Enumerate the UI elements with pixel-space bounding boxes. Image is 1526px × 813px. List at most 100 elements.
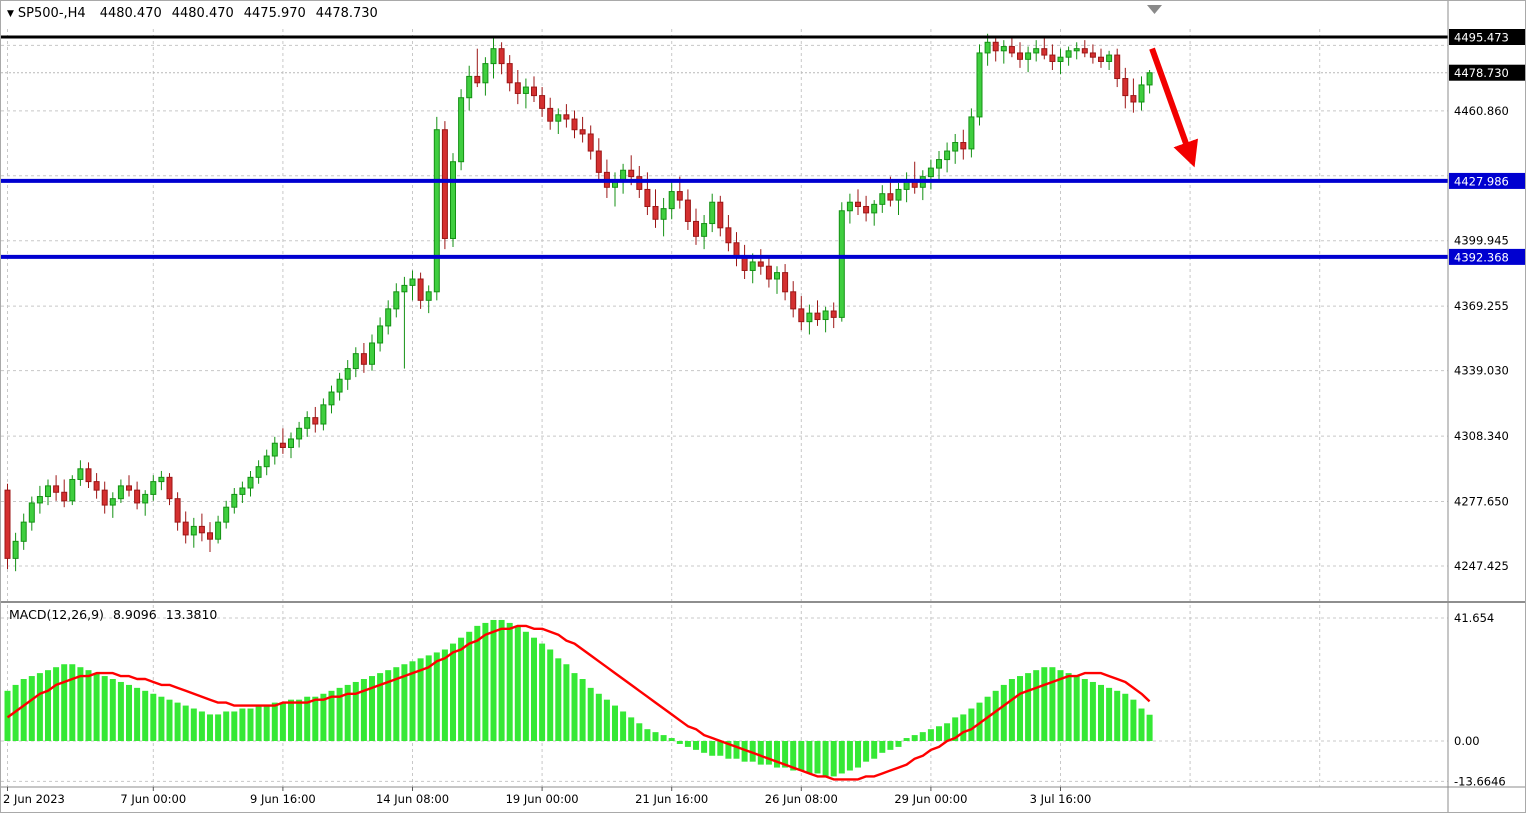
macd-bar [458, 637, 465, 741]
candle-body [863, 205, 870, 214]
macd-bar [1017, 676, 1023, 741]
price-axis[interactable]: 4495.473 4478.730 4460.860 4427.986 4399.945… [1449, 29, 1526, 788]
candle-body [1138, 84, 1145, 103]
macd-axis-label: 0.00 [1454, 734, 1480, 748]
price-badge-label: 4427.986 [1454, 174, 1509, 188]
right-shift-marker-icon[interactable] [1147, 5, 1162, 14]
time-axis[interactable]: 2 Jun 2023 7 Jun 00:00 9 Jun 16:00 14 Jun 0… [3, 787, 1091, 806]
candle [830, 302, 837, 329]
time-axis-label: 7 Jun 00:00 [120, 792, 186, 806]
macd-bar [846, 741, 853, 771]
candle [85, 462, 92, 489]
candle [531, 76, 537, 102]
candle [717, 195, 724, 237]
candle-body [563, 114, 570, 120]
candle-body [296, 427, 303, 440]
macd-bar [53, 667, 60, 741]
candle-body [927, 167, 934, 178]
candle [344, 360, 351, 390]
candle-body [182, 521, 189, 536]
macd-bar [450, 643, 456, 741]
candle-body [984, 41, 991, 54]
candle [668, 180, 675, 220]
candle-body [676, 191, 683, 201]
macd-bar [352, 681, 359, 741]
candle-body [85, 468, 92, 483]
macd-bar [733, 741, 740, 759]
candle-body [490, 48, 497, 65]
price-axis-label: 4369.255 [1454, 299, 1509, 313]
macd-bar [798, 741, 805, 771]
time-axis-label: 26 Jun 08:00 [765, 792, 838, 806]
candle-body [976, 52, 983, 118]
macd-bar [150, 693, 157, 741]
candle-body [757, 261, 764, 267]
macd-bar [693, 741, 699, 750]
macd-bar [895, 741, 902, 747]
macd-bar [863, 741, 870, 762]
macd-bar [69, 664, 76, 741]
candle [231, 488, 238, 514]
candle [1049, 44, 1056, 70]
candle [1041, 38, 1048, 60]
macd-bar [271, 702, 278, 741]
candle-body [61, 491, 68, 502]
price-axis-label: 4460.860 [1454, 104, 1509, 118]
macd-histogram [4, 619, 1153, 777]
time-axis-label: 19 Jun 00:00 [506, 792, 579, 806]
candle-body [352, 353, 359, 370]
candle [490, 38, 497, 79]
candle [288, 432, 294, 459]
candle-body [231, 493, 238, 508]
macd-bar [952, 717, 959, 741]
candle-body [474, 75, 481, 84]
candle [1138, 76, 1145, 111]
ohlc-close-value: 4478.730 [315, 6, 378, 21]
candle [863, 195, 870, 222]
candle [1057, 48, 1064, 75]
candle-body [652, 205, 659, 220]
candle-body [158, 476, 165, 483]
macd-bar [903, 738, 910, 741]
candle [701, 215, 708, 250]
candle-body [693, 220, 699, 237]
macd-bar [547, 649, 554, 741]
macd-bar [1057, 670, 1064, 741]
macd-bar [1098, 684, 1104, 741]
candle [506, 55, 513, 92]
candle-body [344, 368, 351, 380]
macd-bar [855, 741, 861, 768]
candle-body [506, 63, 513, 84]
down-arrow-annotation[interactable] [1149, 47, 1199, 168]
candle [757, 249, 764, 275]
candle [417, 272, 424, 309]
candle-body [4, 489, 11, 559]
candle-body [1065, 50, 1072, 58]
macd-bar [490, 619, 497, 741]
macd-bar [701, 741, 708, 753]
macd-bar [117, 681, 124, 741]
candle [798, 296, 805, 331]
macd-bar [304, 696, 311, 741]
candle-body [215, 521, 222, 540]
candle-body [846, 201, 853, 212]
candle [117, 479, 124, 503]
macd-bar [320, 693, 327, 741]
macd-bar [296, 699, 303, 741]
candle [166, 473, 173, 506]
macd-bar [595, 693, 602, 741]
candle-body [1073, 48, 1080, 52]
macd-bar [1106, 687, 1113, 741]
macd-bar [328, 690, 335, 741]
candle [563, 104, 570, 128]
candle [4, 483, 11, 570]
macd-bar [134, 687, 141, 741]
candle-body [336, 378, 343, 393]
candle-body [887, 193, 894, 201]
ohlc-open-value: 4480.470 [99, 6, 162, 21]
macd-bar [919, 732, 926, 741]
macd-bar [223, 711, 230, 741]
symbol-marker-icon[interactable]: ▼ [7, 8, 14, 19]
